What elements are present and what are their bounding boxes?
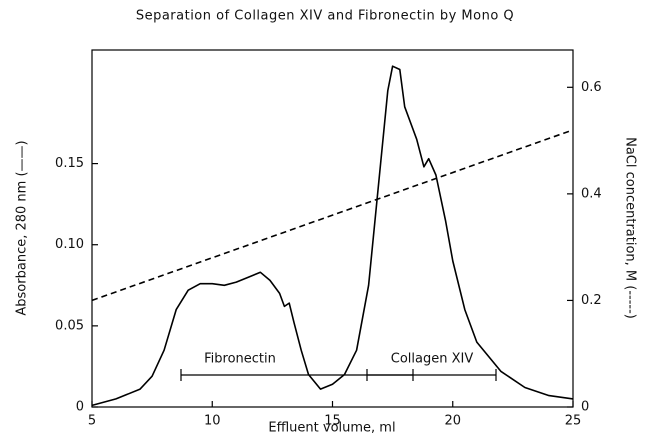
x-tick-label: 25 xyxy=(565,414,582,429)
plot-frame xyxy=(91,49,574,408)
y2-axis-label: NaCl concentration, M (-----) xyxy=(623,137,638,319)
brackets xyxy=(180,369,497,381)
y-tick-label: 0 xyxy=(76,400,84,415)
x-tick-label: 20 xyxy=(444,414,461,429)
annotation: Fibronectin xyxy=(204,352,276,367)
y2-tick-label: 0.6 xyxy=(581,80,602,95)
x-tick-label: 15 xyxy=(324,414,341,429)
annotation: Collagen XIV xyxy=(391,352,474,367)
x-tick-label: 5 xyxy=(88,414,96,429)
y-tick-label: 0.15 xyxy=(55,156,84,171)
collagen-bracket xyxy=(366,369,497,381)
y-tick-label: 0.10 xyxy=(55,237,84,252)
series-line xyxy=(91,129,574,302)
series-line xyxy=(91,65,574,407)
chart-title: Separation of Collagen XIV and Fibronect… xyxy=(136,9,514,24)
y-tick-label: 0.05 xyxy=(55,318,84,333)
y2-tick-label: 0 xyxy=(581,400,589,415)
y2-tick-label: 0.4 xyxy=(581,186,602,201)
x-axis-label: Effluent volume, ml xyxy=(268,421,395,436)
y-axis-label: Absorbance, 280 nm (——) xyxy=(15,140,30,315)
x-tick-label: 10 xyxy=(204,414,221,429)
y2-tick-label: 0.2 xyxy=(581,293,602,308)
